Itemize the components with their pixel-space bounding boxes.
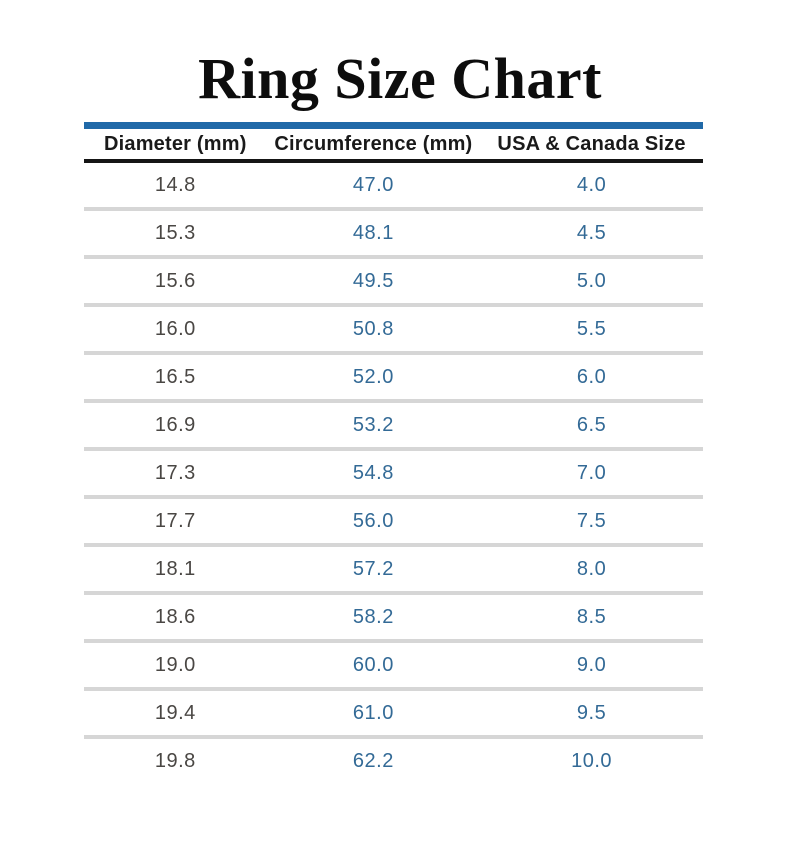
cell-circumference: 54.8 (352, 461, 394, 484)
cell-usa-size: 6.0 (576, 365, 607, 388)
accent-divider (84, 122, 703, 129)
table-row: 17.7 56.0 7.5 (84, 499, 703, 547)
cell-diameter: 19.0 (154, 653, 196, 676)
header-cell-usa-size: USA & Canada Size (497, 132, 686, 155)
cell-circumference: 52.0 (352, 365, 394, 388)
table-row: 15.6 49.5 5.0 (84, 259, 703, 307)
cell-usa-size: 10.0 (571, 749, 613, 772)
cell-circumference: 50.8 (352, 317, 394, 340)
cell-circumference: 61.0 (352, 701, 394, 724)
cell-diameter: 16.5 (154, 365, 196, 388)
cell-usa-size: 8.5 (576, 605, 607, 628)
table-row: 16.5 52.0 6.0 (84, 355, 703, 403)
cell-circumference: 49.5 (352, 269, 394, 292)
table-header-row: Diameter (mm) Circumference (mm) USA & C… (84, 129, 703, 159)
cell-usa-size: 6.5 (576, 413, 607, 436)
cell-diameter: 14.8 (154, 173, 196, 196)
header-rule (84, 159, 703, 163)
cell-circumference: 60.0 (352, 653, 394, 676)
table-row: 14.8 47.0 4.0 (84, 163, 703, 211)
table-row: 19.0 60.0 9.0 (84, 643, 703, 691)
cell-usa-size: 4.0 (576, 173, 607, 196)
cell-diameter: 16.9 (154, 413, 196, 436)
cell-diameter: 17.3 (154, 461, 196, 484)
table-row: 16.0 50.8 5.5 (84, 307, 703, 355)
cell-usa-size: 8.0 (576, 557, 607, 580)
cell-circumference: 48.1 (352, 221, 394, 244)
cell-usa-size: 9.0 (576, 653, 607, 676)
table-row: 16.9 53.2 6.5 (84, 403, 703, 451)
cell-diameter: 16.0 (154, 317, 196, 340)
cell-usa-size: 9.5 (576, 701, 607, 724)
cell-diameter: 19.8 (154, 749, 196, 772)
cell-diameter: 17.7 (154, 509, 196, 532)
table-row: 18.6 58.2 8.5 (84, 595, 703, 643)
header-cell-circumference: Circumference (mm) (274, 132, 473, 155)
table-row: 19.4 61.0 9.5 (84, 691, 703, 739)
cell-usa-size: 5.5 (576, 317, 607, 340)
cell-usa-size: 7.5 (576, 509, 607, 532)
cell-circumference: 62.2 (352, 749, 394, 772)
table-row: 17.3 54.8 7.0 (84, 451, 703, 499)
cell-usa-size: 4.5 (576, 221, 607, 244)
page-title: Ring Size Chart (198, 46, 602, 111)
cell-circumference: 53.2 (352, 413, 394, 436)
table-row: 18.1 57.2 8.0 (84, 547, 703, 595)
cell-diameter: 18.1 (154, 557, 196, 580)
cell-circumference: 57.2 (352, 557, 394, 580)
size-table: Diameter (mm) Circumference (mm) USA & C… (84, 122, 703, 783)
cell-diameter: 19.4 (154, 701, 196, 724)
table-row: 19.8 62.2 10.0 (84, 739, 703, 783)
table-row: 15.3 48.1 4.5 (84, 211, 703, 259)
cell-usa-size: 7.0 (576, 461, 607, 484)
cell-diameter: 15.6 (154, 269, 196, 292)
cell-diameter: 18.6 (154, 605, 196, 628)
cell-circumference: 56.0 (352, 509, 394, 532)
cell-diameter: 15.3 (154, 221, 196, 244)
cell-circumference: 58.2 (352, 605, 394, 628)
header-cell-diameter: Diameter (mm) (103, 132, 247, 155)
cell-circumference: 47.0 (352, 173, 394, 196)
page-root: Ring Size Chart Diameter (mm) Circumfere… (0, 44, 800, 844)
cell-usa-size: 5.0 (576, 269, 607, 292)
